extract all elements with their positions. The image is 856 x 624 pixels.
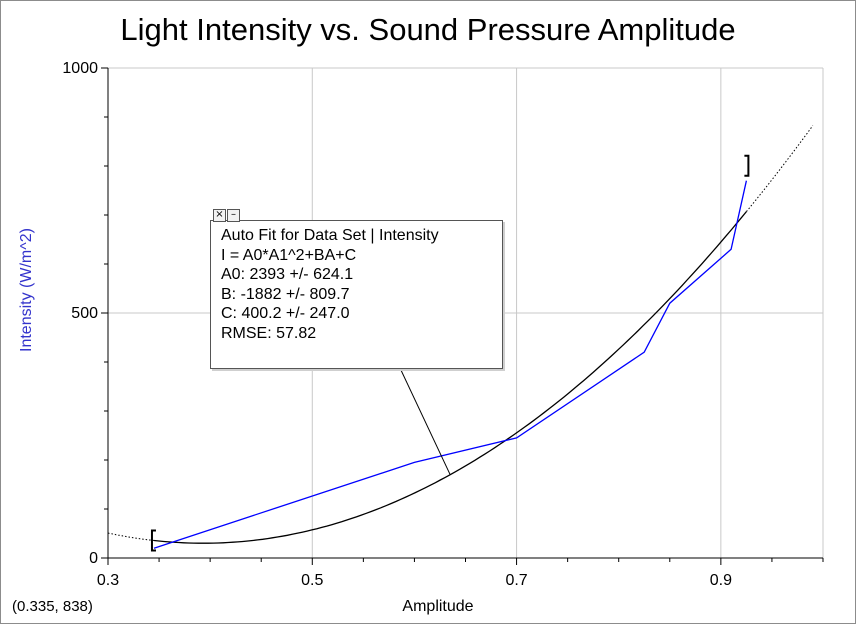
y-tick-label: 0 <box>89 550 98 567</box>
fit-param-b: B: -1882 +/- 809.7 <box>221 285 350 303</box>
x-axis-label: Amplitude <box>402 598 474 615</box>
y-tick-label: 1000 <box>62 60 98 77</box>
fit-title: Auto Fit for Data Set | Intensity <box>221 227 439 244</box>
curve-fit-info-box[interactable]: × – Auto Fit for Data Set | Intensity I … <box>210 209 503 369</box>
data-series-line <box>153 180 748 549</box>
y-axis-label: Intensity (W/m^2) <box>18 228 35 352</box>
fit-box-text: Auto Fit for Data Set | Intensity I = A0… <box>221 226 439 343</box>
selection-bracket-left <box>150 529 156 552</box>
fit-box-controls: × – <box>213 209 241 222</box>
coordinate-readout: (0.335, 838) <box>12 598 93 615</box>
fit-param-c: C: 400.2 +/- 247.0 <box>221 305 350 322</box>
chart-title: Light Intensity vs. Sound Pressure Ampli… <box>120 12 736 47</box>
x-tick-label: 0.7 <box>505 572 527 589</box>
fit-rmse: RMSE: 57.82 <box>221 324 317 342</box>
x-tick-label: 0.9 <box>710 572 732 589</box>
x-tick-label: 0.5 <box>301 572 323 589</box>
fit-box-pointer <box>399 367 451 475</box>
close-icon[interactable]: × <box>213 209 226 222</box>
x-tick-label: 0.3 <box>97 572 119 589</box>
fit-curve <box>153 211 747 544</box>
selection-bracket-right <box>744 154 750 177</box>
fit-equation: I = A0*A1^2+BA+C <box>221 246 357 264</box>
fit-extrapolation-right <box>746 125 814 212</box>
fit-extrapolation-left <box>107 532 155 541</box>
minimize-icon[interactable]: – <box>227 209 240 222</box>
y-tick-label: 500 <box>71 305 98 322</box>
fit-param-a0: A0: 2393 +/- 624.1 <box>221 266 354 283</box>
